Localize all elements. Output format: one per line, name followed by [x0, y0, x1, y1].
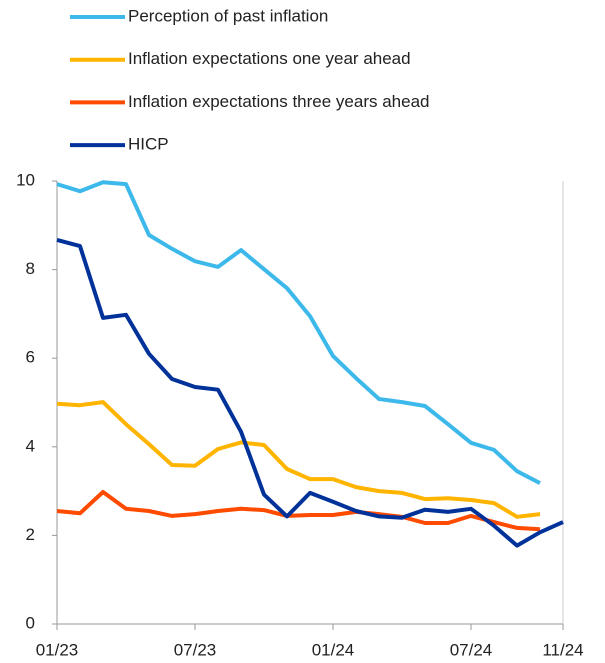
y-tick-label: 6: [26, 348, 35, 367]
x-tick-label: 01/23: [36, 640, 79, 659]
x-tick-label: 01/24: [312, 640, 355, 659]
legend-label: Perception of past inflation: [128, 6, 328, 25]
series-line: [56, 400, 541, 519]
x-tick-label: 11/24: [542, 640, 583, 659]
y-tick-label: 0: [26, 613, 35, 632]
y-tick-label: 8: [26, 259, 35, 278]
series-line: [56, 180, 541, 485]
x-tick-label: 07/23: [174, 640, 217, 659]
series-line: [56, 490, 541, 532]
x-tick-label: 07/24: [450, 640, 493, 659]
series-line: [56, 237, 564, 548]
legend-label: Inflation expectations three years ahead: [128, 92, 429, 111]
y-tick-label: 2: [26, 525, 35, 544]
legend-label: Inflation expectations one year ahead: [128, 49, 411, 68]
y-tick-label: 10: [16, 170, 35, 189]
y-tick-label: 4: [26, 436, 35, 455]
legend-label: HICP: [128, 135, 169, 154]
